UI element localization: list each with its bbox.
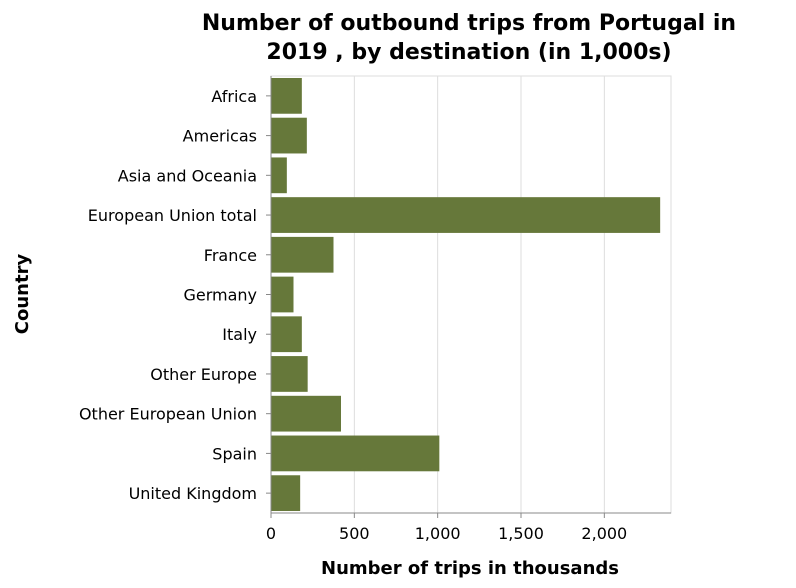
chart-title-line-2: 2019 , by destination (in 1,000s) xyxy=(266,40,671,65)
bar xyxy=(271,435,440,472)
chart-title-line-1: Number of outbound trips from Portugal i… xyxy=(202,11,736,36)
bar xyxy=(271,316,302,353)
x-tick-label: 1,500 xyxy=(498,524,544,543)
bar xyxy=(271,157,287,194)
y-tick-label: Italy xyxy=(222,325,257,344)
y-tick-label: Asia and Oceania xyxy=(118,166,257,185)
y-tick-label: Americas xyxy=(183,127,257,146)
y-tick-label: Other European Union xyxy=(79,405,257,424)
y-tick-label: Germany xyxy=(183,286,257,305)
bar xyxy=(271,276,294,313)
x-tick-label: 500 xyxy=(339,524,370,543)
bar xyxy=(271,395,341,432)
x-axis-title: Number of trips in thousands xyxy=(321,558,619,579)
plot-area: 0 500 1,000 1,500 2,000 Africa Americas Asia an… xyxy=(79,75,672,543)
bar xyxy=(271,117,307,154)
bar xyxy=(271,77,302,114)
y-axis-title: Country xyxy=(12,254,33,335)
y-tick-label: United Kingdom xyxy=(129,484,257,503)
x-tick-label: 2,000 xyxy=(581,524,627,543)
y-tick-label: Other Europe xyxy=(150,365,257,384)
y-tick-label: European Union total xyxy=(88,206,257,225)
y-tick-label: Spain xyxy=(212,444,257,463)
bar xyxy=(271,236,334,273)
y-tick-label: France xyxy=(204,246,257,265)
bar xyxy=(271,475,301,512)
y-tick-label: Africa xyxy=(211,87,257,106)
bar xyxy=(271,197,661,233)
x-tick-label: 0 xyxy=(266,524,276,543)
x-tick-label: 1,000 xyxy=(415,524,461,543)
bar xyxy=(271,356,308,392)
